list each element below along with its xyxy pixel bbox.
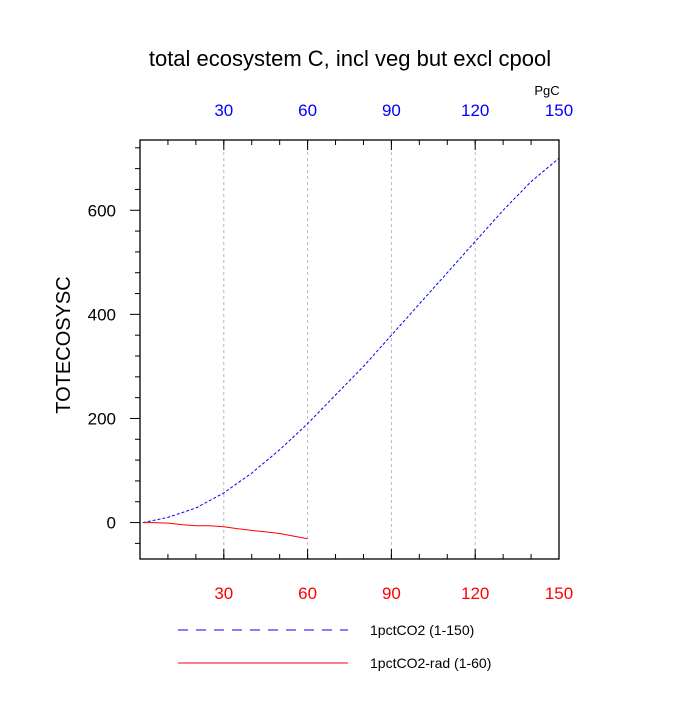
x-tick-label-top: 90 xyxy=(382,101,401,120)
x-tick-label-bottom: 30 xyxy=(214,584,233,603)
chart-title: total ecosystem C, incl veg but excl cpo… xyxy=(149,46,551,71)
series-line-1 xyxy=(142,157,560,524)
x-tick-label-top: 30 xyxy=(214,101,233,120)
y-tick-label: 0 xyxy=(107,514,116,533)
x-tick-label-top: 120 xyxy=(461,101,489,120)
x-tick-label-bottom: 120 xyxy=(461,584,489,603)
series-lines xyxy=(142,157,560,540)
x-tick-label-bottom: 90 xyxy=(382,584,401,603)
y-tick-label: 400 xyxy=(88,305,116,324)
units-label: PgC xyxy=(534,83,559,98)
x-tick-label-top: 60 xyxy=(298,101,317,120)
legend: 1pctCO2 (1-150) 1pctCO2-rad (1-60) xyxy=(178,622,491,671)
axis-ticks: 30 30 60 60 90 90 120 120 150 150 0 200 400 600 xyxy=(88,101,574,603)
plot-frame xyxy=(139,139,560,560)
legend-label: 1pctCO2-rad (1-60) xyxy=(370,655,491,671)
x-tick-label-top: 150 xyxy=(545,101,573,120)
grid-lines xyxy=(223,140,476,559)
x-tick-label-bottom: 150 xyxy=(545,584,573,603)
series-line-2 xyxy=(142,522,308,540)
y-tick-label: 200 xyxy=(88,409,116,428)
legend-label: 1pctCO2 (1-150) xyxy=(370,622,474,638)
x-tick-label-bottom: 60 xyxy=(298,584,317,603)
y-tick-label: 600 xyxy=(88,201,116,220)
y-axis-label: TOTECOSYSC xyxy=(53,276,75,413)
